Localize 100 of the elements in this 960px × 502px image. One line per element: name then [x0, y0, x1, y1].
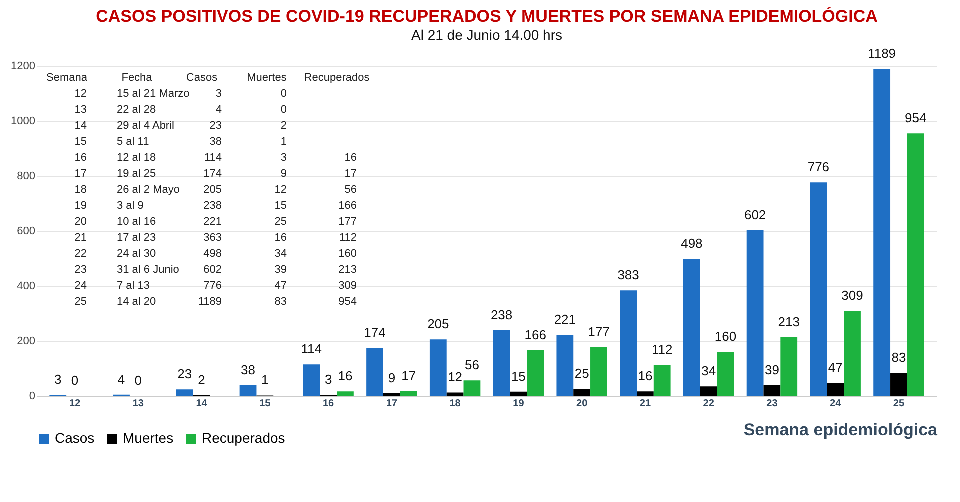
bar [844, 311, 861, 396]
x-tick-label: 25 [893, 398, 905, 410]
bar [574, 389, 591, 396]
x-tick-label: 13 [132, 398, 144, 410]
data-label: 0 [134, 373, 142, 388]
x-tick-label: 24 [830, 398, 842, 410]
data-label: 221 [554, 312, 576, 328]
data-label: 3 [324, 372, 332, 388]
data-label: 1 [262, 372, 269, 388]
x-tick-label: 12 [69, 398, 82, 410]
bar [874, 69, 891, 396]
x-tick-label: 22 [703, 398, 715, 410]
bar [446, 392, 464, 396]
y-tick-label: 200 [17, 336, 36, 348]
bar [746, 230, 764, 396]
data-label: 205 [428, 316, 450, 332]
y-tick-label: 1200 [11, 60, 36, 72]
legend-label: Muertes [123, 430, 174, 446]
text: 20 10 al 16 221 25 177 [74, 216, 357, 228]
y-tick-label: 400 [17, 280, 36, 292]
text: Semana Fecha Casos Muertes Recuperados [46, 72, 370, 84]
text: 13 22 al 28 4 0 [74, 104, 287, 116]
data-label: 25 [574, 366, 590, 382]
bar [890, 373, 908, 396]
data-label: 776 [808, 160, 830, 175]
data-label: 3 [54, 372, 62, 388]
chart-title: CASOS POSITIVOS DE COVID-19 RECUPERADOS Y MUERTES POR SEMANA EPIDEMIOLÓGICA [96, 6, 878, 26]
bar [907, 134, 924, 396]
x-tick-label: 23 [766, 398, 778, 410]
bar [810, 182, 828, 396]
data-label: 1189 [868, 46, 896, 62]
y-tick-label: 0 [29, 390, 36, 402]
data-label: 4 [118, 372, 126, 387]
legend-label: Recuperados [202, 430, 286, 446]
x-tick-label: 18 [450, 398, 462, 410]
data-label: 602 [744, 207, 766, 222]
text: 25 14 al 20 1189 83 954 [74, 296, 357, 308]
y-tick-label: 800 [17, 170, 36, 182]
data-label: 17 [402, 368, 416, 384]
x-tick-label: 15 [260, 398, 272, 410]
data-label: 15 [511, 368, 526, 384]
data-label: 112 [652, 342, 673, 358]
data-label: 9 [388, 370, 396, 386]
bar [780, 337, 798, 396]
bar [700, 386, 718, 396]
bar [493, 330, 510, 396]
bar [464, 380, 481, 396]
y-tick-label: 1000 [11, 116, 36, 128]
text: 24 7 al 13 776 47 309 [74, 280, 357, 292]
text: 22 24 al 30 498 34 160 [74, 248, 357, 260]
chart-subtitle: Al 21 de Junio 14.00 hrs [412, 27, 562, 44]
data-label: 0 [71, 373, 79, 388]
data-label: 39 [764, 362, 780, 378]
text: 16 12 al 18 114 3 16 [74, 152, 357, 164]
data-label: 38 [241, 362, 256, 378]
data-label: 498 [681, 236, 703, 252]
data-label: 34 [702, 364, 716, 379]
data-label: 383 [618, 268, 640, 283]
text: 15 5 al 11 38 1 [74, 136, 287, 148]
data-label: 177 [588, 324, 610, 340]
text: 12 15 al 21 Marzo 3 0 [74, 88, 287, 100]
data-label: 213 [778, 314, 800, 330]
bar [527, 350, 544, 396]
x-axis-title: Semana epidemiológica [744, 420, 938, 440]
bar [637, 392, 654, 396]
y-tick-label: 600 [17, 226, 36, 238]
text: 17 19 al 25 174 9 17 [74, 168, 357, 180]
text: 14 29 al 4 Abril 23 2 [74, 120, 287, 132]
bar [827, 383, 844, 396]
data-label: 12 [448, 370, 463, 385]
bar [337, 392, 354, 396]
x-tick-label: 21 [640, 398, 652, 410]
data-label: 47 [828, 360, 843, 376]
data-label: 56 [464, 358, 480, 373]
bar [400, 391, 418, 396]
data-label: 83 [892, 350, 906, 366]
data-label: 114 [301, 342, 322, 357]
data-label: 309 [842, 288, 864, 304]
legend-label: Casos [55, 430, 95, 446]
data-label: 166 [524, 327, 546, 342]
x-tick-label: 17 [386, 398, 398, 410]
text: 18 26 al 2 Mayo 205 12 56 [74, 184, 357, 196]
x-tick-label: 16 [322, 398, 335, 410]
x-tick-label: 19 [513, 398, 525, 410]
data-label: 238 [490, 308, 513, 323]
data-label: 16 [638, 368, 653, 384]
bar [510, 392, 528, 396]
bar [430, 340, 447, 396]
bar [654, 365, 671, 396]
bar [176, 390, 194, 396]
bar [683, 259, 700, 396]
bar [764, 385, 781, 396]
data-label: 954 [905, 110, 927, 126]
data-label: 23 [178, 366, 192, 382]
data-label: 160 [714, 329, 737, 344]
bar [717, 352, 734, 396]
data-label: 16 [338, 368, 353, 384]
bar [240, 386, 257, 396]
x-tick-label: 20 [576, 398, 588, 410]
bar [303, 364, 320, 396]
